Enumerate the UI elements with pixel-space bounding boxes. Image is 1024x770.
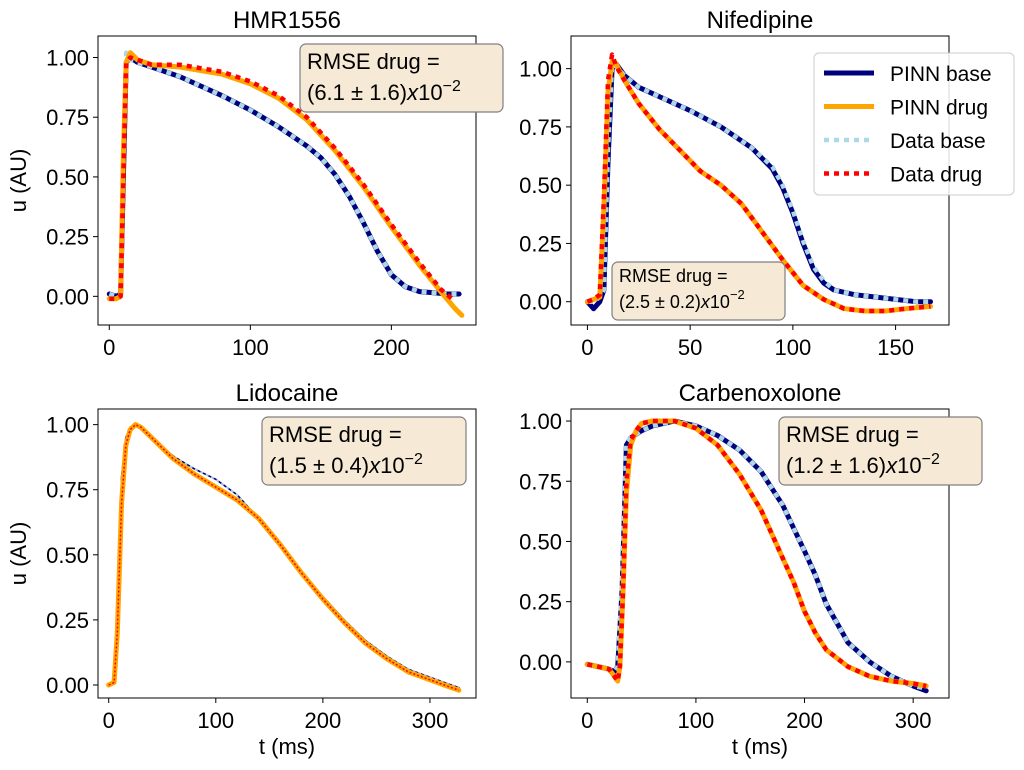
annotation-part: 10 bbox=[710, 292, 730, 312]
y-tick-label: 0.75 bbox=[46, 478, 89, 503]
y-tick-label: 0.25 bbox=[519, 590, 562, 615]
x-tick-label: 300 bbox=[412, 708, 449, 733]
x-tick-label: 100 bbox=[775, 335, 812, 360]
annotation-part: 10 bbox=[418, 80, 442, 105]
x-tick-label: 200 bbox=[786, 708, 823, 733]
annotation-line2: (1.5 ± 0.4)x10−2 bbox=[269, 451, 423, 478]
x-tick-label: 0 bbox=[103, 335, 115, 360]
x-tick-label: 100 bbox=[197, 708, 234, 733]
annotation-part: (1.5 ± 0.4) bbox=[269, 453, 369, 478]
legend-label: Data drug bbox=[890, 164, 982, 187]
annotation-line1: RMSE drug = bbox=[619, 266, 728, 286]
legend-label: Data base bbox=[890, 130, 986, 153]
rmse-annotation: RMSE drug = (1.2 ± 1.6)x10−2 bbox=[779, 417, 982, 485]
annotation-exponent: −2 bbox=[443, 78, 461, 95]
x-axis-label: t (ms) bbox=[732, 734, 788, 759]
x-tick-label: 0 bbox=[103, 708, 115, 733]
y-tick-label: 0.25 bbox=[519, 231, 562, 256]
annotation-part: (2.5 ± 0.2) bbox=[619, 292, 701, 312]
annotation-line1: RMSE drug = bbox=[307, 49, 440, 74]
y-axis-label: u (AU) bbox=[6, 522, 31, 586]
x-tick-label: 100 bbox=[678, 708, 715, 733]
y-tick-label: 0.50 bbox=[46, 165, 89, 190]
y-tick-label: 0.50 bbox=[519, 529, 562, 554]
annotation-exponent: −2 bbox=[922, 451, 940, 468]
y-tick-label: 0.50 bbox=[46, 543, 89, 568]
rmse-annotation: RMSE drug = (6.1 ± 1.6)x10−2 bbox=[300, 44, 503, 112]
x-tick-label: 300 bbox=[895, 708, 932, 733]
annotation-part: 10 bbox=[897, 453, 921, 478]
legend-label: PINN base bbox=[890, 63, 992, 86]
y-tick-label: 1.00 bbox=[46, 45, 89, 70]
x-tick-label: 200 bbox=[373, 335, 410, 360]
x-tick-label: 100 bbox=[232, 335, 269, 360]
legend: PINN base PINN drug Data base Data drug bbox=[814, 53, 1014, 195]
rmse-annotation: RMSE drug = (1.5 ± 0.4)x10−2 bbox=[262, 417, 466, 485]
y-tick-label: 0.75 bbox=[519, 469, 562, 494]
figure: 0 100 2000.000.250.500.751.00HMR1556u (AU)… bbox=[0, 0, 1024, 770]
y-tick-label: 0.00 bbox=[519, 290, 562, 315]
x-tick-label: 0 bbox=[581, 708, 593, 733]
annotation-line2: (1.2 ± 1.6)x10−2 bbox=[786, 451, 940, 478]
y-tick-label: 1.00 bbox=[46, 413, 89, 438]
x-axis-label: t (ms) bbox=[259, 734, 315, 759]
subplot-title: Carbenoxolone bbox=[679, 380, 842, 407]
annotation-part: (6.1 ± 1.6) bbox=[307, 80, 407, 105]
subplot-title: Nifedipine bbox=[707, 7, 814, 34]
y-tick-label: 0.75 bbox=[519, 115, 562, 140]
annotation-exponent: −2 bbox=[405, 451, 423, 468]
y-tick-label: 0.00 bbox=[46, 284, 89, 309]
annotation-part: 10 bbox=[380, 453, 404, 478]
annotation-line2: (6.1 ± 1.6)x10−2 bbox=[307, 78, 461, 105]
y-axis-label: u (AU) bbox=[6, 149, 31, 213]
y-tick-label: 0.50 bbox=[519, 173, 562, 198]
x-tick-label: 50 bbox=[678, 335, 702, 360]
x-tick-label: 200 bbox=[305, 708, 342, 733]
y-tick-label: 0.75 bbox=[46, 105, 89, 130]
y-tick-label: 1.00 bbox=[519, 409, 562, 434]
annotation-line1: RMSE drug = bbox=[269, 422, 402, 447]
subplot-title: HMR1556 bbox=[233, 7, 341, 34]
x-tick-label: 150 bbox=[877, 335, 914, 360]
y-tick-label: 0.25 bbox=[46, 225, 89, 250]
x-tick-label: 0 bbox=[581, 335, 593, 360]
annotation-exponent: −2 bbox=[730, 287, 745, 302]
legend-label: PINN drug bbox=[890, 97, 988, 120]
annotation-line1: RMSE drug = bbox=[786, 422, 919, 447]
rmse-annotation: RMSE drug =(2.5 ± 0.2)x10−2 bbox=[612, 262, 785, 320]
y-tick-label: 0.00 bbox=[46, 673, 89, 698]
y-tick-label: 0.00 bbox=[519, 650, 562, 675]
y-tick-label: 1.00 bbox=[519, 57, 562, 82]
annotation-part: (1.2 ± 1.6) bbox=[786, 453, 886, 478]
subplot-title: Lidocaine bbox=[236, 380, 339, 407]
y-tick-label: 0.25 bbox=[46, 608, 89, 633]
